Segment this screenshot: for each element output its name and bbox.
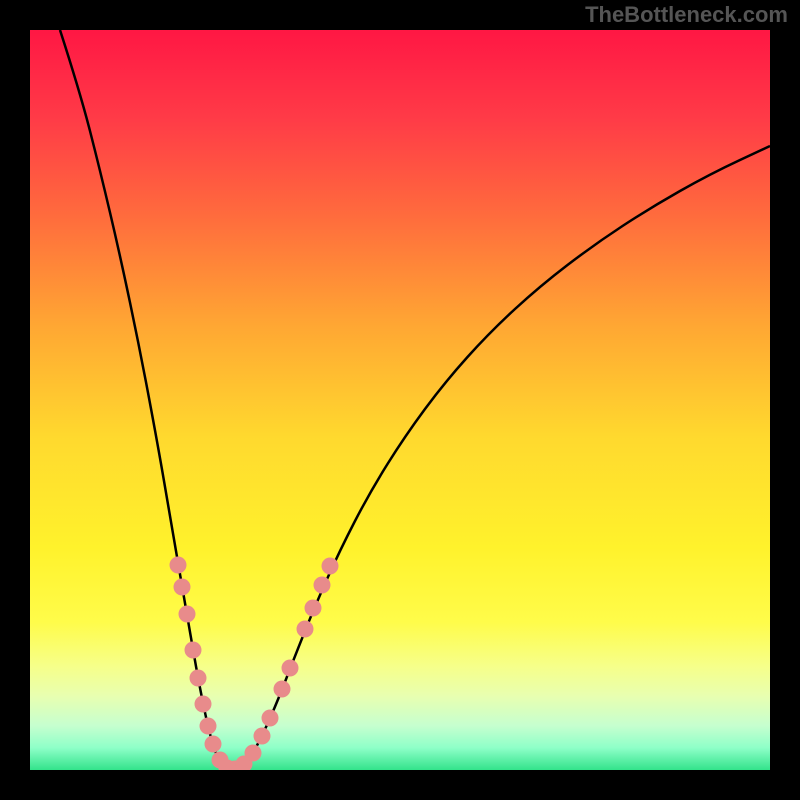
marker-dot	[282, 660, 299, 677]
marker-dot	[185, 642, 202, 659]
marker-dot	[305, 600, 322, 617]
bottleneck-curve	[60, 30, 770, 769]
marker-dot	[322, 558, 339, 575]
marker-dot	[297, 621, 314, 638]
marker-dot	[274, 681, 291, 698]
marker-dot	[245, 745, 262, 762]
watermark-text: TheBottleneck.com	[585, 2, 788, 28]
marker-dot	[200, 718, 217, 735]
marker-dot	[190, 670, 207, 687]
marker-dot	[314, 577, 331, 594]
marker-dot	[195, 696, 212, 713]
marker-dot	[174, 579, 191, 596]
marker-dot	[254, 728, 271, 745]
curve-layer	[30, 30, 770, 770]
marker-dot	[205, 736, 222, 753]
marker-dot	[262, 710, 279, 727]
marker-dot	[170, 557, 187, 574]
plot-area	[30, 30, 770, 770]
marker-dot	[179, 606, 196, 623]
canvas: TheBottleneck.com	[0, 0, 800, 800]
